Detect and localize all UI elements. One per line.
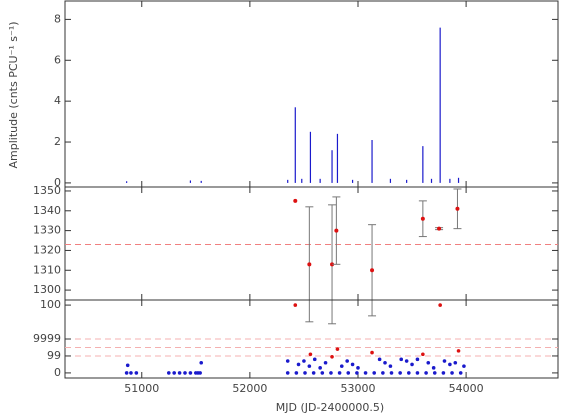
point [320, 371, 325, 375]
point [183, 371, 187, 375]
y-tick-label: 2 [54, 135, 61, 148]
point [398, 371, 402, 375]
point [370, 350, 374, 355]
point [285, 371, 290, 375]
y-tick-label: 99 [47, 349, 61, 362]
point [383, 360, 387, 365]
point [345, 359, 349, 363]
point [346, 371, 351, 375]
point [437, 226, 442, 231]
point [166, 371, 171, 375]
point [337, 371, 342, 375]
point [455, 206, 460, 211]
point [441, 371, 446, 375]
point [372, 371, 377, 375]
point [308, 352, 313, 357]
point [350, 362, 355, 367]
point [453, 360, 458, 365]
y-tick-label: 4 [54, 94, 61, 107]
point [334, 228, 339, 233]
panel-frame [64, 0, 559, 188]
y-axis-label: Amplitude (cnts PCU⁻¹ s⁻¹) [7, 21, 20, 168]
panel-frame [64, 186, 559, 301]
y-tick-label: 1340 [33, 204, 61, 217]
y-tick-label: 1300 [33, 283, 61, 296]
point [311, 371, 316, 375]
point [399, 357, 404, 362]
point [302, 359, 306, 363]
y-tick-label: 1350 [33, 184, 61, 197]
point [363, 371, 368, 375]
point [415, 357, 420, 362]
point [125, 363, 130, 368]
point [389, 371, 394, 375]
x-tick-label: 52000 [232, 382, 267, 395]
point [296, 362, 301, 367]
point [188, 371, 193, 375]
point [432, 371, 437, 375]
y-tick-label: 0 [54, 176, 61, 189]
y-tick-label: 1310 [33, 263, 61, 276]
point [421, 352, 425, 357]
y-tick-label: 0 [54, 366, 61, 379]
point [335, 347, 340, 351]
point [355, 371, 359, 375]
point [410, 362, 414, 367]
point [458, 371, 463, 375]
y-tick-label: 100 [40, 298, 61, 311]
point [134, 371, 139, 375]
point [377, 357, 382, 362]
point [438, 303, 442, 307]
point [330, 262, 335, 267]
point [456, 349, 461, 353]
point [307, 364, 312, 368]
point [129, 371, 133, 375]
point [312, 357, 317, 362]
x-tick-label: 53000 [340, 382, 375, 395]
point [124, 371, 129, 375]
point [356, 366, 360, 370]
point [198, 371, 202, 375]
point [442, 359, 447, 363]
point [339, 364, 344, 368]
point [424, 371, 428, 375]
point [431, 366, 436, 370]
point [285, 359, 290, 363]
point [172, 371, 176, 375]
point [448, 362, 452, 367]
point [462, 364, 466, 368]
point [388, 364, 393, 368]
point [426, 360, 431, 365]
point [420, 216, 425, 221]
y-tick-label: 6 [54, 53, 61, 66]
x-tick-label: 51000 [124, 382, 159, 395]
point [330, 355, 334, 359]
point [415, 371, 420, 375]
x-tick-label: 54000 [449, 382, 484, 395]
point [381, 371, 385, 375]
point [293, 303, 298, 307]
point [404, 359, 409, 363]
point [450, 371, 454, 375]
point [307, 262, 312, 267]
point [318, 366, 322, 370]
y-tick-label: 1320 [33, 243, 61, 256]
y-tick-label: 1330 [33, 224, 61, 237]
point [177, 371, 182, 375]
point [323, 360, 328, 365]
point [407, 371, 411, 375]
y-tick-label: 9999 [33, 332, 61, 345]
point [303, 371, 307, 375]
point [294, 371, 299, 375]
point [293, 198, 298, 203]
point [370, 268, 375, 273]
point [329, 371, 333, 375]
point [199, 360, 204, 365]
y-tick-label: 8 [54, 12, 61, 25]
x-axis-label: MJD (JD-2400000.5) [276, 401, 384, 414]
